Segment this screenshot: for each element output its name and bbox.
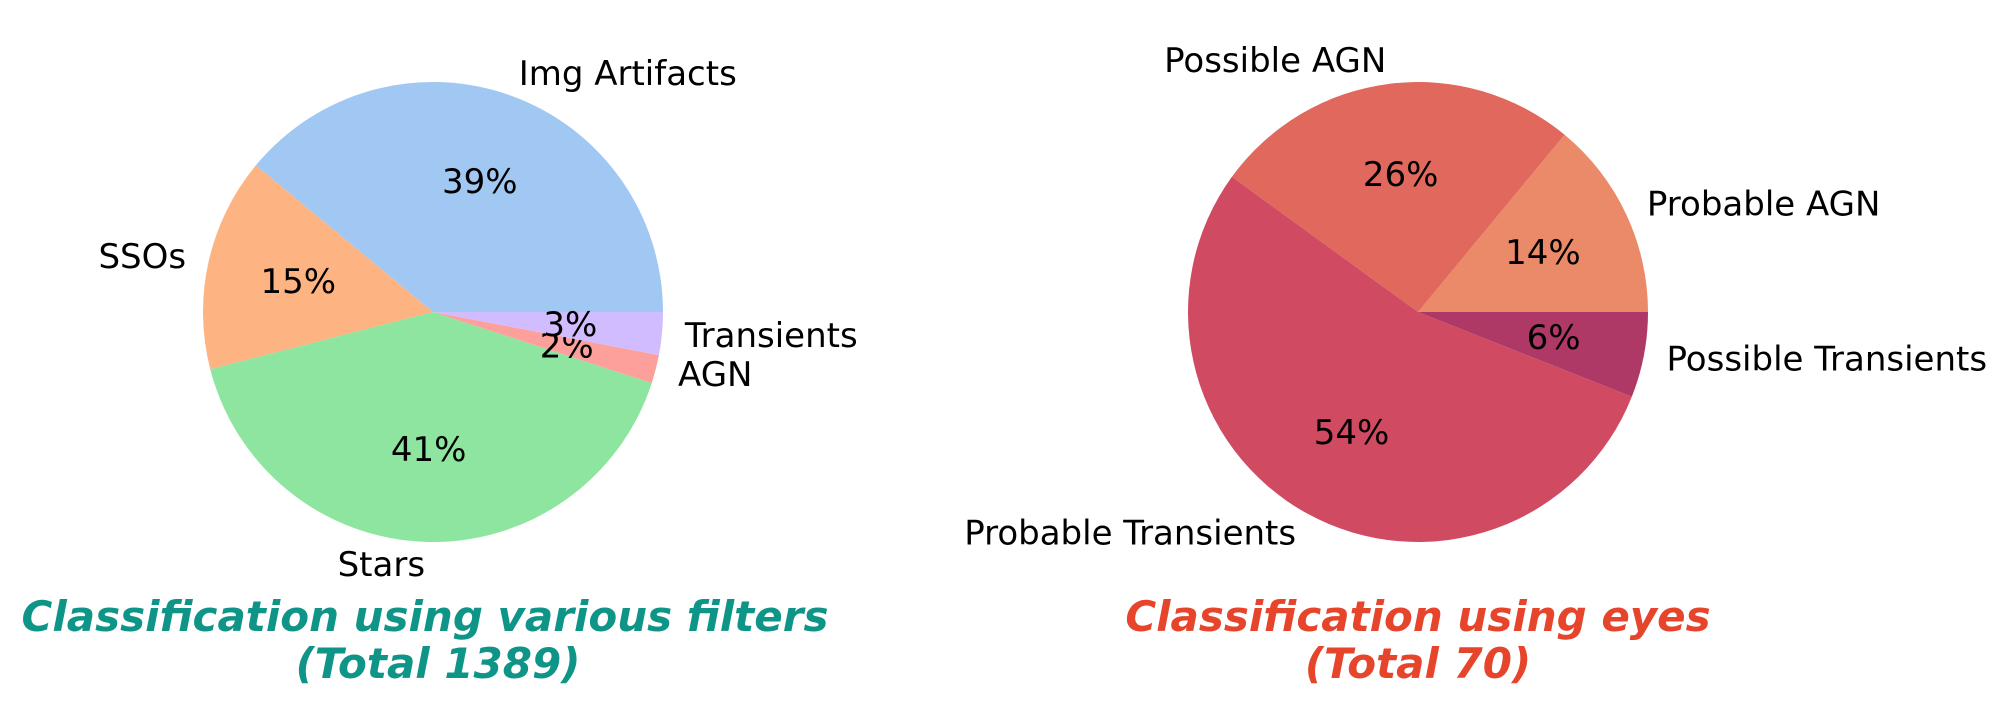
filters-percent-img-artifacts: 39% (442, 162, 518, 202)
filters-slice-img-artifacts (255, 81, 663, 312)
eyes-percent-possible-agn: 26% (1363, 155, 1439, 195)
eyes-percent-probable-agn: 14% (1505, 233, 1581, 273)
filters-label-stars: Stars (338, 545, 425, 585)
eyes-slice-possible-agn (1231, 81, 1565, 313)
filters-percent-transients: 3% (543, 305, 597, 345)
eyes-percent-probable-transients: 54% (1314, 413, 1390, 453)
filters-percent-stars: 41% (391, 430, 467, 470)
filters-slice-agn (433, 312, 659, 384)
eyes-label-possible-transients: Possible Transients (1667, 339, 1988, 379)
eyes-label-probable-agn: Probable AGN (1647, 184, 1881, 224)
filters-slice-ssos (202, 165, 433, 370)
eyes-slice-possible-transients (1418, 312, 1648, 397)
filters-chart-title-line2: (Total 1389) (296, 639, 581, 688)
filters-slice-transients (433, 312, 663, 356)
filters-label-transients: Transients (684, 316, 858, 356)
eyes-chart-title-line2: (Total 70) (1305, 639, 1531, 688)
filters-percent-ssos: 15% (261, 262, 337, 302)
eyes-pie-chart: Probable AGN 14% Possible AGN 26% Probable T… (964, 41, 1987, 554)
filters-label-agn: AGN (678, 355, 752, 395)
filters-chart-title-line1: Classification using various filters (22, 592, 829, 641)
eyes-label-possible-agn: Possible AGN (1164, 41, 1386, 81)
eyes-chart-title-line1: Classification using eyes (1125, 592, 1710, 641)
eyes-slice-probable-agn (1418, 134, 1648, 312)
eyes-label-probable-transients: Probable Transients (964, 514, 1296, 554)
filters-label-ssos: SSOs (98, 237, 186, 277)
eyes-slice-probable-transients (1188, 176, 1632, 542)
filters-label-img-artifacts: Img Artifacts (519, 54, 737, 94)
eyes-percent-possible-transients: 6% (1527, 318, 1581, 358)
filters-slice-stars (210, 312, 652, 542)
